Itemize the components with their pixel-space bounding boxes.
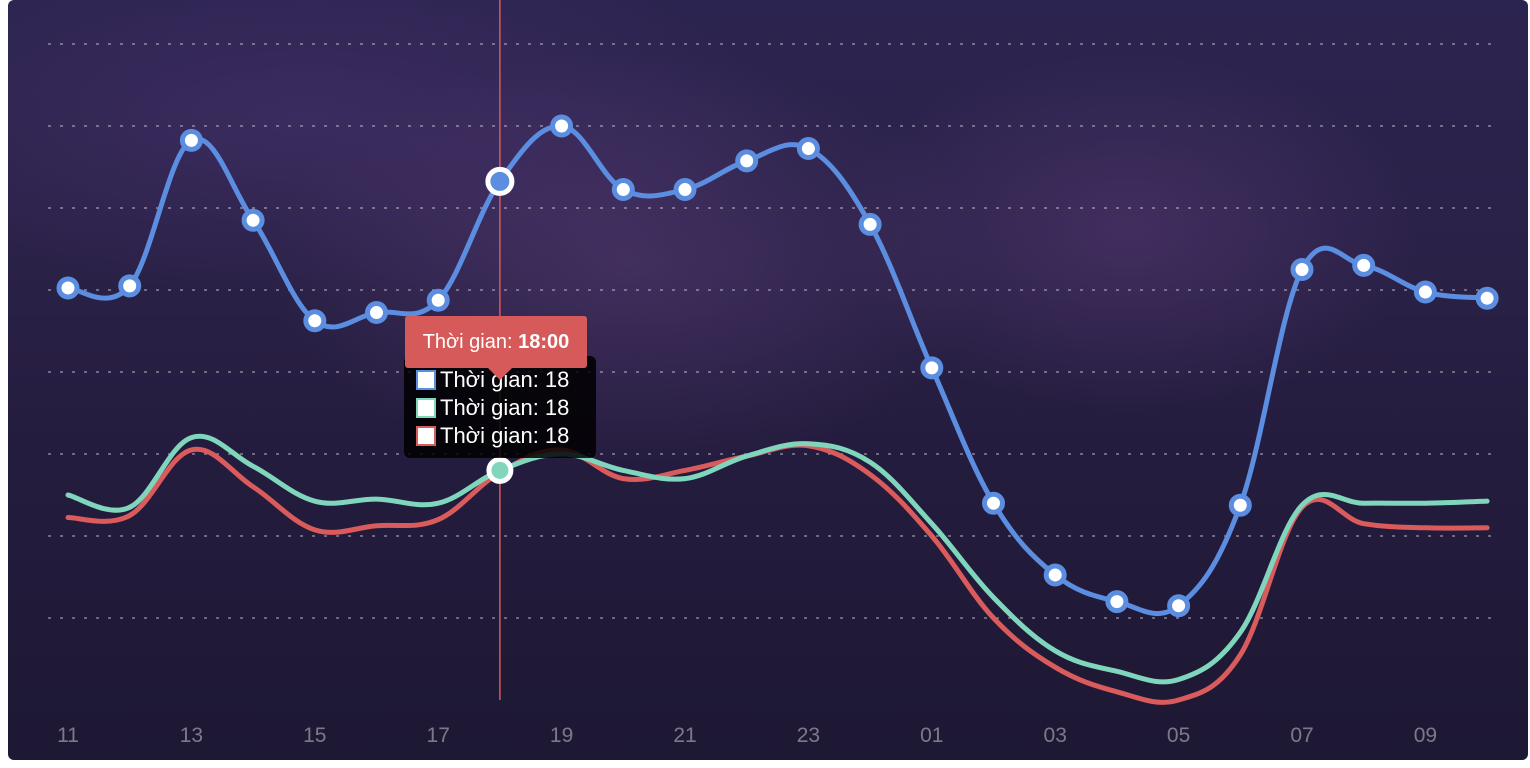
data-point [982, 491, 1005, 515]
data-point [365, 301, 388, 325]
x-tick-label: 13 [180, 724, 203, 747]
series-line [65, 123, 1490, 617]
x-tick-label: 01 [920, 724, 943, 747]
x-tick-label: 17 [427, 724, 450, 747]
x-tick-label: 11 [57, 724, 79, 747]
tooltip-arrow [488, 368, 512, 380]
tooltip-rows: Thời gian: 18 Thời gian: 18 Thời gian: 1… [416, 366, 569, 450]
tooltip-row-text: Thời gian: 18 [440, 395, 570, 420]
tooltip-row-text: Thời gian: 18 [440, 423, 570, 448]
x-tick-label: 03 [1044, 724, 1067, 747]
data-point [56, 276, 80, 300]
chart-card: 11 13 15 17 19 21 23 01 03 05 07 09 Thời gian: 18 T… [8, 0, 1528, 760]
tooltip-swatch [416, 426, 436, 446]
data-point [485, 166, 515, 196]
data-point [1413, 280, 1437, 304]
data-point [1228, 493, 1252, 517]
series-line [65, 433, 1490, 685]
tooltip-title-prefix: Thời gian: [422, 331, 519, 353]
hover-point [486, 456, 514, 484]
tooltip-title-value: 18:00 [518, 331, 570, 353]
tooltip-row: Thời gian: 18 [416, 394, 569, 422]
data-point [303, 309, 327, 333]
data-point [1352, 253, 1376, 277]
data-point [179, 128, 203, 152]
x-tick-label: 07 [1290, 724, 1313, 747]
x-tick-label: 21 [673, 724, 696, 747]
tooltip-title: Thời gian: 18:00 [405, 316, 587, 368]
data-point [858, 212, 882, 236]
data-point [118, 274, 142, 298]
data-point [673, 178, 697, 202]
data-point [1167, 594, 1191, 618]
line-chart: 11 13 15 17 19 21 23 01 03 05 07 09 [48, 0, 1499, 747]
data-point [920, 356, 944, 380]
data-point [1105, 590, 1129, 614]
data-point [1290, 258, 1314, 281]
x-tick-label: 23 [797, 724, 820, 747]
tooltip-swatch [416, 370, 436, 390]
data-point [550, 114, 574, 138]
x-tick-label: 19 [550, 724, 573, 747]
data-point [426, 288, 450, 312]
tooltip-swatch [416, 398, 436, 418]
tooltip-row: Thời gian: 18 [416, 422, 569, 450]
data-point [735, 149, 759, 173]
data-point [611, 178, 635, 202]
x-tick-label: 15 [303, 724, 326, 747]
data-point [1475, 286, 1499, 310]
data-point [1043, 563, 1067, 587]
data-point [241, 208, 265, 232]
x-tick-label: 05 [1167, 724, 1190, 747]
data-point [796, 137, 820, 161]
x-tick-label: 09 [1414, 724, 1437, 747]
